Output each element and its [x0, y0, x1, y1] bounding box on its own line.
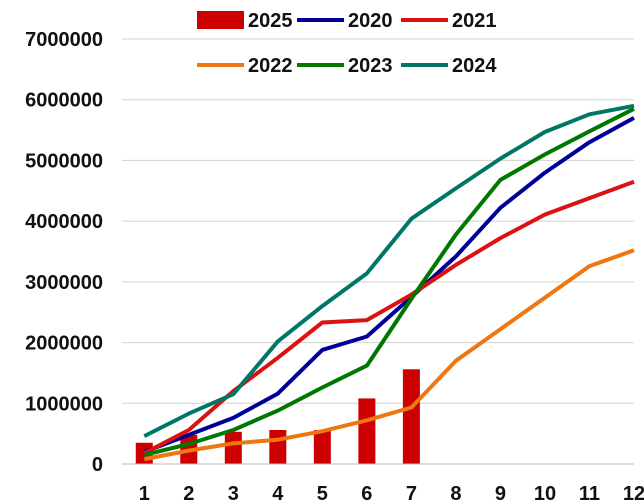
legend-swatch-2025 — [197, 11, 244, 29]
bar-2025 — [224, 431, 242, 464]
x-tick-label: 9 — [495, 483, 506, 502]
y-tick-label: 6000000 — [25, 90, 103, 112]
legend-label-2025: 2025 — [248, 10, 293, 32]
x-tick-label: 11 — [579, 483, 600, 502]
line-2024 — [143, 103, 635, 438]
x-tick-label: 1 — [139, 483, 150, 502]
bar-2025 — [358, 398, 376, 464]
bar-2025 — [269, 430, 287, 464]
x-tick-label: 6 — [361, 483, 372, 502]
x-tick-label: 2 — [183, 483, 194, 502]
legend-label-2020: 2020 — [348, 10, 393, 32]
x-tick-label: 7 — [406, 483, 417, 502]
x-tick-label: 12 — [623, 483, 644, 502]
y-tick-label: 1000000 — [25, 393, 103, 415]
legend-label-2021: 2021 — [452, 10, 497, 32]
x-tick-label: 8 — [450, 483, 461, 502]
y-tick-label: 4000000 — [25, 211, 103, 233]
x-axis-ticks: 1 2 3 4 5 6 7 8 9 10 11 12 — [139, 483, 644, 502]
line-2020 — [143, 116, 635, 454]
x-tick-label: 10 — [534, 483, 556, 502]
legend-label-2023: 2023 — [348, 55, 393, 77]
gridlines — [122, 38, 634, 404]
y-axis-ticks: 0 1000000 2000000 3000000 4000000 5000000 6000… — [25, 29, 103, 476]
y-tick-label: 5000000 — [25, 150, 103, 172]
x-tick-label: 4 — [272, 483, 284, 502]
bar-2025 — [402, 369, 420, 464]
legend-label-2024: 2024 — [452, 55, 497, 77]
y-tick-label: 0 — [92, 454, 103, 476]
x-tick-label: 5 — [317, 483, 328, 502]
y-tick-label: 7000000 — [25, 29, 103, 51]
line-2022 — [143, 248, 635, 462]
legend: 2025 2020 2021 2022 2023 2024 — [197, 10, 497, 77]
bar-2025 — [313, 430, 331, 464]
line-2023 — [143, 107, 635, 457]
y-tick-label: 3000000 — [25, 272, 103, 294]
line-series-group — [143, 103, 635, 462]
y-tick-label: 2000000 — [25, 333, 103, 355]
legend-label-2022: 2022 — [248, 55, 293, 77]
x-tick-label: 3 — [228, 483, 239, 502]
